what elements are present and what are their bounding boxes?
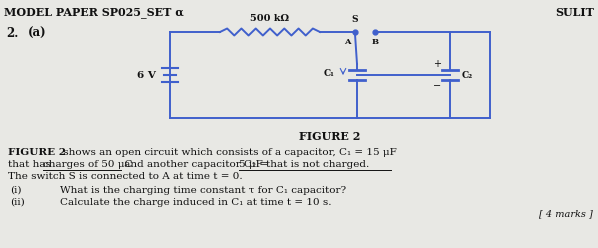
Text: What is the charging time constant τ for C₁ capacitor?: What is the charging time constant τ for…	[60, 186, 346, 195]
Text: SULIT: SULIT	[555, 7, 594, 18]
Text: charges of 50 μC: charges of 50 μC	[43, 160, 133, 169]
Text: (a): (a)	[28, 27, 47, 40]
Text: and another capacitor C₂ =: and another capacitor C₂ =	[121, 160, 271, 169]
Text: (ii): (ii)	[10, 198, 25, 207]
Text: [ 4 marks ]: [ 4 marks ]	[539, 209, 593, 218]
Text: C₁: C₁	[324, 68, 335, 77]
Text: shows an open circuit which consists of a capacitor, C₁ = 15 μF: shows an open circuit which consists of …	[60, 148, 396, 157]
Text: −: −	[433, 81, 441, 91]
Text: C₂: C₂	[462, 70, 473, 80]
Text: S: S	[352, 15, 358, 24]
Text: A: A	[344, 38, 351, 46]
Text: B: B	[371, 38, 379, 46]
Text: 2.: 2.	[6, 27, 19, 40]
Text: FIGURE 2: FIGURE 2	[300, 131, 361, 142]
Text: The switch S is connected to A at time t = 0.: The switch S is connected to A at time t…	[8, 172, 243, 181]
Text: FIGURE 2: FIGURE 2	[8, 148, 66, 157]
Text: 500 kΩ: 500 kΩ	[251, 14, 289, 23]
Text: that has: that has	[8, 160, 54, 169]
Text: Calculate the charge induced in C₁ at time t = 10 s.: Calculate the charge induced in C₁ at ti…	[60, 198, 331, 207]
Text: (i): (i)	[10, 186, 22, 195]
Text: +: +	[433, 59, 441, 69]
Text: MODEL PAPER SP025_SET α: MODEL PAPER SP025_SET α	[4, 7, 184, 18]
Text: 5 μF that is not charged.: 5 μF that is not charged.	[239, 160, 369, 169]
Text: 6 V: 6 V	[137, 70, 156, 80]
